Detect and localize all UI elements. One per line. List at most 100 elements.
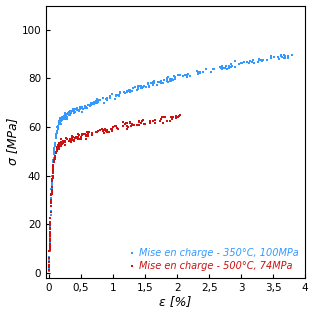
Mise en charge - 500°C, 74MPa	[173, 113, 178, 118]
Mise en charge - 350°C, 100MPa	[241, 60, 246, 65]
Mise en charge - 350°C, 100MPa	[47, 248, 52, 253]
Mise en charge - 350°C, 100MPa	[236, 61, 241, 66]
Mise en charge - 500°C, 74MPa	[54, 149, 59, 154]
Mise en charge - 350°C, 100MPa	[251, 57, 256, 62]
Mise en charge - 350°C, 100MPa	[50, 173, 55, 178]
Mise en charge - 500°C, 74MPa	[47, 246, 52, 251]
Mise en charge - 500°C, 74MPa	[89, 130, 94, 135]
Mise en charge - 350°C, 100MPa	[151, 80, 156, 85]
Mise en charge - 500°C, 74MPa	[125, 127, 130, 132]
Mise en charge - 350°C, 100MPa	[53, 133, 58, 138]
Mise en charge - 350°C, 100MPa	[62, 113, 67, 118]
Mise en charge - 350°C, 100MPa	[145, 81, 150, 86]
Mise en charge - 500°C, 74MPa	[64, 136, 69, 141]
Mise en charge - 350°C, 100MPa	[168, 78, 173, 83]
Mise en charge - 350°C, 100MPa	[54, 133, 59, 138]
Mise en charge - 500°C, 74MPa	[51, 165, 56, 170]
Mise en charge - 500°C, 74MPa	[94, 129, 99, 134]
Mise en charge - 500°C, 74MPa	[47, 244, 52, 249]
Mise en charge - 500°C, 74MPa	[60, 141, 65, 146]
Mise en charge - 350°C, 100MPa	[104, 97, 109, 102]
Mise en charge - 500°C, 74MPa	[122, 121, 127, 126]
Mise en charge - 350°C, 100MPa	[136, 84, 141, 89]
Mise en charge - 500°C, 74MPa	[49, 187, 54, 192]
Mise en charge - 500°C, 74MPa	[54, 151, 59, 156]
Mise en charge - 350°C, 100MPa	[219, 66, 224, 71]
Mise en charge - 350°C, 100MPa	[70, 109, 75, 114]
Mise en charge - 500°C, 74MPa	[76, 133, 81, 138]
Mise en charge - 500°C, 74MPa	[178, 112, 183, 117]
Mise en charge - 500°C, 74MPa	[51, 174, 56, 179]
Mise en charge - 500°C, 74MPa	[101, 127, 106, 132]
Mise en charge - 350°C, 100MPa	[181, 74, 186, 79]
Mise en charge - 500°C, 74MPa	[76, 132, 81, 137]
Mise en charge - 500°C, 74MPa	[60, 140, 65, 145]
Mise en charge - 350°C, 100MPa	[127, 88, 132, 93]
Mise en charge - 500°C, 74MPa	[162, 115, 167, 120]
Mise en charge - 350°C, 100MPa	[221, 66, 226, 71]
Mise en charge - 350°C, 100MPa	[250, 59, 255, 64]
Mise en charge - 350°C, 100MPa	[209, 70, 214, 75]
Mise en charge - 500°C, 74MPa	[110, 128, 115, 133]
Mise en charge - 350°C, 100MPa	[126, 88, 131, 93]
Mise en charge - 500°C, 74MPa	[68, 138, 73, 143]
Mise en charge - 350°C, 100MPa	[116, 94, 121, 99]
Mise en charge - 500°C, 74MPa	[67, 136, 72, 141]
Mise en charge - 350°C, 100MPa	[256, 59, 261, 64]
Mise en charge - 500°C, 74MPa	[49, 191, 54, 196]
Mise en charge - 500°C, 74MPa	[116, 126, 121, 131]
Mise en charge - 350°C, 100MPa	[171, 78, 176, 83]
Mise en charge - 350°C, 100MPa	[198, 70, 203, 75]
Mise en charge - 350°C, 100MPa	[203, 67, 208, 72]
Mise en charge - 350°C, 100MPa	[47, 247, 52, 252]
Mise en charge - 500°C, 74MPa	[110, 127, 115, 132]
Mise en charge - 350°C, 100MPa	[49, 187, 54, 192]
Mise en charge - 500°C, 74MPa	[104, 129, 109, 134]
Mise en charge - 500°C, 74MPa	[113, 124, 118, 129]
Mise en charge - 500°C, 74MPa	[136, 119, 141, 124]
Mise en charge - 350°C, 100MPa	[63, 113, 68, 118]
Mise en charge - 500°C, 74MPa	[75, 135, 80, 140]
Mise en charge - 350°C, 100MPa	[67, 111, 72, 116]
Mise en charge - 500°C, 74MPa	[69, 133, 74, 138]
Mise en charge - 350°C, 100MPa	[48, 221, 53, 226]
Mise en charge - 500°C, 74MPa	[50, 178, 55, 183]
Mise en charge - 500°C, 74MPa	[71, 137, 76, 142]
Mise en charge - 350°C, 100MPa	[47, 235, 52, 240]
Mise en charge - 500°C, 74MPa	[47, 260, 52, 265]
Mise en charge - 350°C, 100MPa	[269, 55, 274, 60]
Mise en charge - 350°C, 100MPa	[85, 103, 90, 108]
Mise en charge - 500°C, 74MPa	[85, 133, 90, 138]
Mise en charge - 350°C, 100MPa	[51, 158, 56, 163]
Mise en charge - 350°C, 100MPa	[65, 112, 70, 117]
Mise en charge - 350°C, 100MPa	[138, 85, 143, 90]
Mise en charge - 350°C, 100MPa	[56, 125, 61, 130]
Mise en charge - 500°C, 74MPa	[129, 122, 134, 127]
Mise en charge - 350°C, 100MPa	[47, 257, 52, 263]
Mise en charge - 350°C, 100MPa	[49, 184, 54, 189]
Mise en charge - 350°C, 100MPa	[168, 77, 173, 82]
Mise en charge - 500°C, 74MPa	[85, 131, 90, 136]
Mise en charge - 500°C, 74MPa	[51, 159, 57, 164]
Mise en charge - 500°C, 74MPa	[53, 156, 58, 161]
Mise en charge - 350°C, 100MPa	[62, 117, 67, 122]
Mise en charge - 350°C, 100MPa	[47, 239, 52, 244]
Mise en charge - 350°C, 100MPa	[219, 64, 224, 69]
Mise en charge - 350°C, 100MPa	[47, 241, 52, 246]
Mise en charge - 500°C, 74MPa	[54, 149, 59, 154]
Mise en charge - 500°C, 74MPa	[152, 118, 157, 123]
Mise en charge - 500°C, 74MPa	[108, 126, 113, 131]
Mise en charge - 350°C, 100MPa	[116, 93, 121, 98]
Mise en charge - 500°C, 74MPa	[48, 209, 53, 214]
Mise en charge - 500°C, 74MPa	[55, 148, 60, 153]
Mise en charge - 350°C, 100MPa	[58, 119, 63, 124]
Mise en charge - 500°C, 74MPa	[153, 121, 158, 126]
Mise en charge - 500°C, 74MPa	[110, 124, 115, 129]
Mise en charge - 350°C, 100MPa	[56, 125, 61, 130]
Mise en charge - 350°C, 100MPa	[51, 147, 57, 152]
Mise en charge - 350°C, 100MPa	[105, 97, 110, 102]
Mise en charge - 350°C, 100MPa	[140, 84, 145, 89]
Mise en charge - 350°C, 100MPa	[279, 54, 284, 59]
Mise en charge - 350°C, 100MPa	[61, 116, 66, 121]
Mise en charge - 350°C, 100MPa	[125, 89, 130, 94]
